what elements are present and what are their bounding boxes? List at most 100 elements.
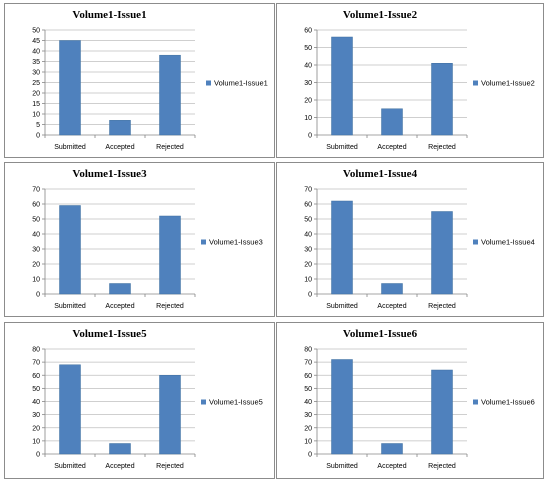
- y-tick-label: 30: [32, 70, 40, 77]
- y-tick-label: 60: [304, 202, 312, 209]
- bar-submitted: [331, 200, 353, 295]
- chart-panel-1: Volume1-Issue1 0 5 10 15 20 25 30 35 40 45 50 Submit…: [4, 3, 275, 158]
- bar-accepted: [109, 283, 131, 295]
- x-tick-label: Rejected: [428, 463, 456, 470]
- y-tick-label: 50: [32, 28, 40, 35]
- y-tick-label: 0: [36, 452, 40, 459]
- legend-swatch: [473, 80, 478, 86]
- chart-panel-4: Volume1-Issue4 0 10 20 30 40 50 60 70 Submitted Ac…: [276, 162, 544, 317]
- legend-label: Volume1-Issue5: [209, 398, 263, 407]
- chart-title: Volume1-Issue5: [72, 328, 147, 340]
- y-tick-label: 40: [304, 63, 312, 70]
- legend-swatch: [201, 239, 206, 245]
- chart-panel-2: Volume1-Issue2 0 10 20 30 40 50 60 Submitted Acce…: [276, 3, 544, 158]
- y-tick-label: 20: [304, 425, 312, 432]
- y-tick-label: 35: [32, 59, 40, 66]
- y-tick-label: 30: [304, 412, 312, 419]
- y-tick-label: 0: [36, 133, 40, 140]
- chart-title: Volume1-Issue4: [343, 168, 418, 180]
- x-tick-label: Rejected: [428, 144, 456, 151]
- y-tick-label: 30: [304, 80, 312, 87]
- y-tick-label: 10: [304, 438, 312, 445]
- legend-label: Volume1-Issue2: [481, 79, 535, 88]
- y-tick-label: 40: [32, 399, 40, 406]
- chart-panel-5: Volume1-Issue5 0 10 20 30 40 50 60 70 80 Submitted…: [4, 322, 275, 479]
- y-tick-label: 60: [304, 28, 312, 35]
- y-tick-label: 30: [304, 247, 312, 254]
- legend-swatch: [473, 239, 478, 245]
- bar-accepted: [381, 108, 403, 136]
- legend-label: Volume1-Issue6: [481, 398, 535, 407]
- y-tick-label: 50: [32, 217, 40, 224]
- y-tick-label: 0: [308, 292, 312, 299]
- x-tick-label: Accepted: [377, 463, 406, 470]
- y-tick-label: 60: [32, 373, 40, 380]
- bar-submitted: [59, 40, 81, 136]
- y-tick-label: 50: [304, 217, 312, 224]
- y-tick-label: 5: [36, 122, 40, 129]
- y-tick-label: 30: [32, 247, 40, 254]
- chart-title: Volume1-Issue2: [343, 9, 418, 21]
- y-tick-label: 30: [32, 412, 40, 419]
- bar-submitted: [59, 364, 81, 455]
- y-tick-label: 80: [32, 347, 40, 354]
- y-tick-label: 80: [304, 347, 312, 354]
- chart-svg: Volume1-Issue2 0 10 20 30 40 50 60 Submitted Acce…: [304, 9, 535, 151]
- x-tick-label: Submitted: [326, 144, 358, 151]
- y-tick-label: 0: [308, 133, 312, 140]
- x-tick-label: Submitted: [326, 303, 358, 310]
- bar-accepted: [381, 283, 403, 295]
- bar-accepted: [109, 443, 131, 455]
- x-tick-label: Rejected: [156, 303, 184, 310]
- x-tick-label: Submitted: [326, 463, 358, 470]
- y-tick-label: 70: [304, 187, 312, 194]
- y-tick-label: 40: [32, 49, 40, 56]
- bar-rejected: [159, 54, 181, 136]
- x-tick-label: Accepted: [377, 303, 406, 310]
- y-tick-label: 60: [32, 202, 40, 209]
- bar-rejected: [431, 369, 453, 455]
- chart-svg: Volume1-Issue6 0 10 20 30 40 50 60 70 80 Submitted…: [304, 328, 535, 470]
- y-tick-label: 50: [304, 45, 312, 52]
- bar-rejected: [159, 215, 181, 295]
- chart-title: Volume1-Issue3: [72, 168, 147, 180]
- bar-rejected: [431, 211, 453, 295]
- y-tick-label: 20: [304, 262, 312, 269]
- legend-swatch: [206, 80, 211, 86]
- y-tick-label: 60: [304, 373, 312, 380]
- y-tick-label: 70: [304, 360, 312, 367]
- chart-title: Volume1-Issue1: [72, 9, 146, 21]
- y-tick-label: 20: [32, 91, 40, 98]
- y-tick-label: 70: [32, 187, 40, 194]
- x-tick-label: Submitted: [54, 463, 86, 470]
- y-tick-label: 10: [304, 277, 312, 284]
- y-tick-label: 45: [32, 38, 40, 45]
- y-tick-label: 20: [32, 425, 40, 432]
- chart-panel-3: Volume1-Issue3 0 10 20 30 40 50 60 70 Submitted Ac…: [4, 162, 275, 317]
- bar-accepted: [381, 443, 403, 455]
- bar-rejected: [431, 63, 453, 136]
- chart-svg: Volume1-Issue5 0 10 20 30 40 50 60 70 80 Submitted…: [32, 328, 263, 470]
- y-tick-label: 0: [36, 292, 40, 299]
- x-tick-label: Rejected: [428, 303, 456, 310]
- x-tick-label: Submitted: [54, 144, 86, 151]
- bar-submitted: [331, 36, 353, 136]
- chart-svg: Volume1-Issue4 0 10 20 30 40 50 60 70 Submitted Ac…: [304, 168, 535, 310]
- x-tick-label: Accepted: [105, 303, 134, 310]
- x-tick-label: Accepted: [105, 463, 134, 470]
- legend-label: Volume1-Issue1: [214, 79, 268, 88]
- x-tick-label: Submitted: [54, 303, 86, 310]
- bar-submitted: [331, 359, 353, 455]
- chart-panel-6: Volume1-Issue6 0 10 20 30 40 50 60 70 80 Submitted…: [276, 322, 544, 479]
- chart-svg: Volume1-Issue3 0 10 20 30 40 50 60 70 Submitted Ac…: [32, 168, 263, 310]
- y-tick-label: 40: [304, 399, 312, 406]
- legend-swatch: [201, 399, 206, 405]
- y-tick-label: 10: [32, 438, 40, 445]
- bar-accepted: [109, 120, 131, 136]
- chart-title: Volume1-Issue6: [343, 328, 418, 340]
- y-tick-label: 25: [32, 80, 40, 87]
- y-tick-label: 70: [32, 360, 40, 367]
- x-tick-label: Accepted: [105, 144, 134, 151]
- x-tick-label: Rejected: [156, 144, 184, 151]
- y-tick-label: 50: [304, 386, 312, 393]
